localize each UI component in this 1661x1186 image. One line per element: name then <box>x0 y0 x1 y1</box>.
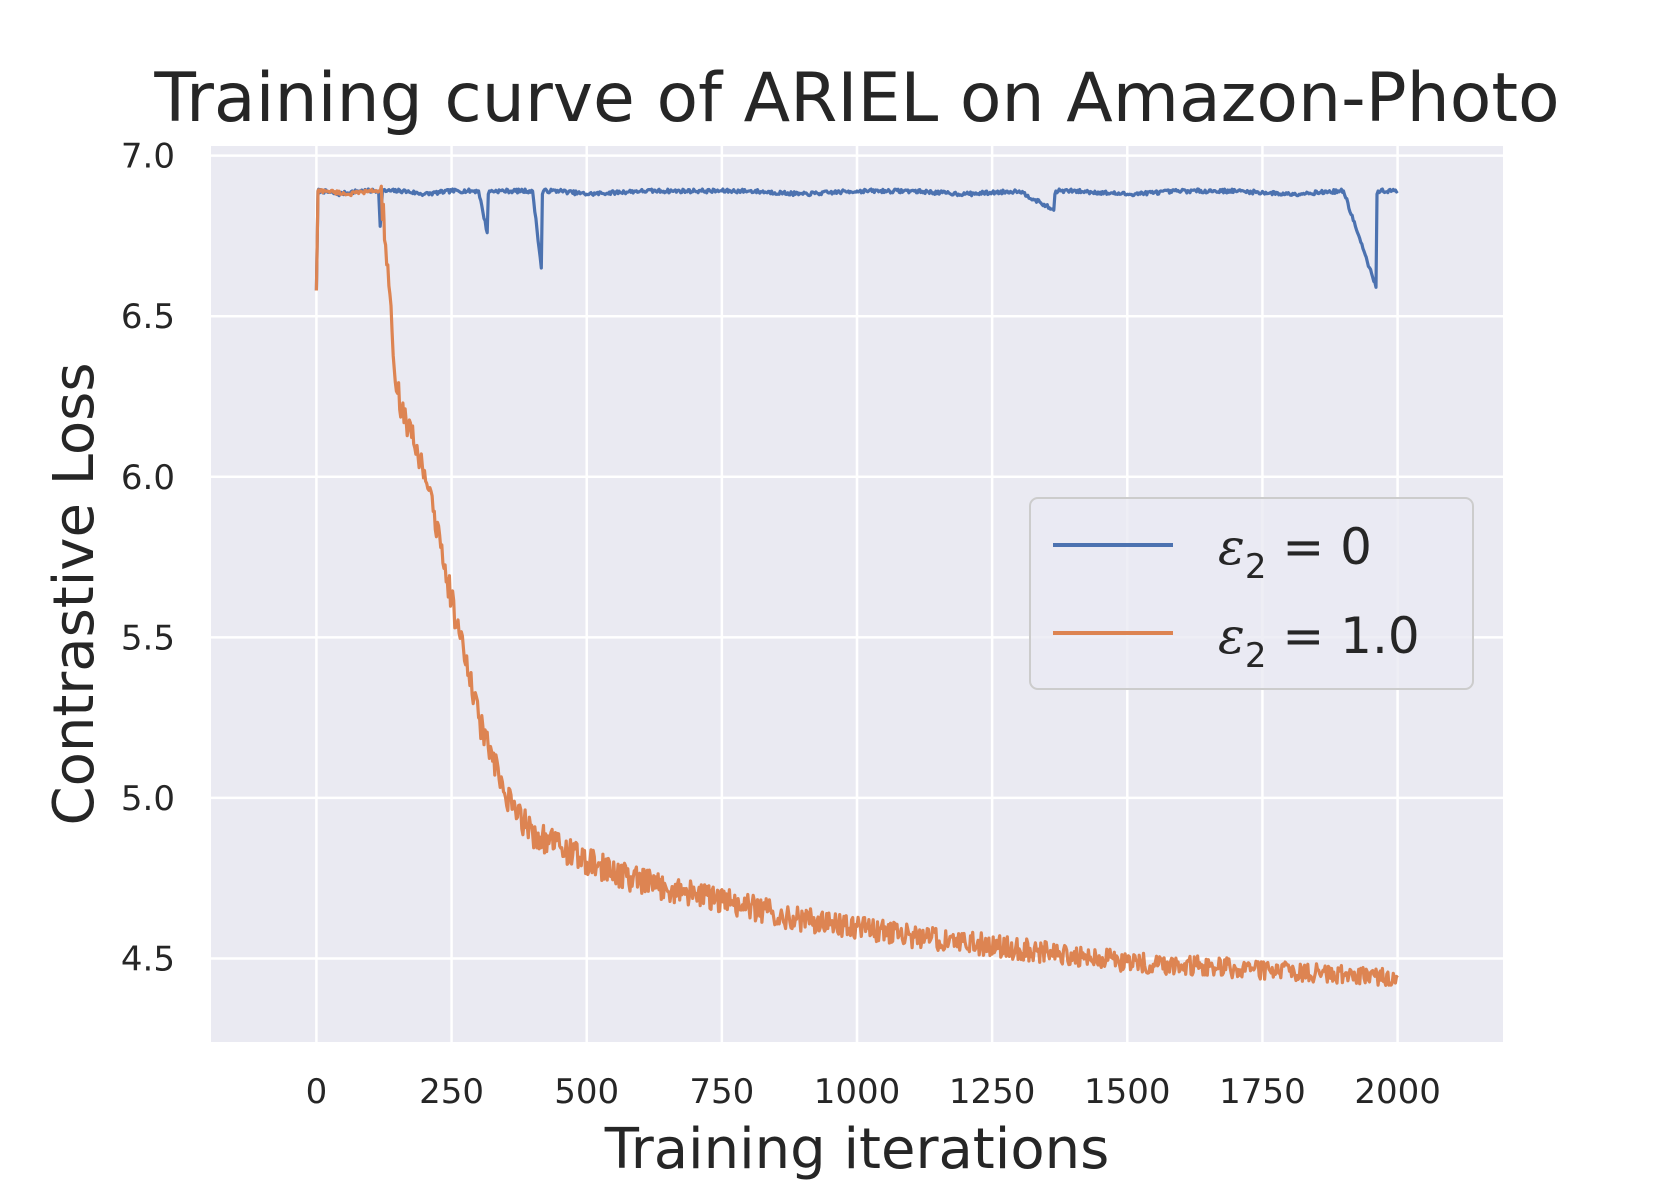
x-tick-label: 0 <box>306 1072 328 1112</box>
legend-label-series-1: ε2 = 1.0 <box>1218 607 1420 676</box>
x-tick-label: 1750 <box>1219 1072 1306 1112</box>
legend-epsilon-0: ε <box>1218 518 1245 576</box>
x-tick-label: 1500 <box>1084 1072 1171 1112</box>
series-line-0 <box>314 187 1399 291</box>
y-tick-label: 7.0 <box>121 137 175 177</box>
legend-subscript-0: 2 <box>1245 547 1267 587</box>
legend-label-series-0: ε2 = 0 <box>1218 518 1372 587</box>
x-axis-label: Training iterations <box>604 1117 1110 1182</box>
y-tick-labels: 4.5 5.0 5.5 6.0 6.5 7.0 <box>121 137 175 980</box>
x-tick-label: 500 <box>554 1072 619 1112</box>
x-tick-labels: 0 250 500 750 1000 1250 1500 1750 2000 <box>306 1072 1441 1112</box>
x-tick-label: 2000 <box>1354 1072 1441 1112</box>
y-axis-label: Contrastive Loss <box>42 362 107 825</box>
series-line-1 <box>314 184 1399 987</box>
legend-value-1: = 1.0 <box>1266 607 1419 665</box>
legend: ε2 = 0 ε2 = 1.0 <box>1029 497 1474 690</box>
y-tick-label: 5.5 <box>121 618 175 658</box>
series-lines <box>314 184 1399 987</box>
x-tick-label: 750 <box>689 1072 754 1112</box>
legend-epsilon-1: ε <box>1218 607 1245 665</box>
y-tick-label: 6.0 <box>121 458 175 498</box>
x-tick-label: 250 <box>419 1072 484 1112</box>
x-tick-label: 1000 <box>814 1072 901 1112</box>
legend-subscript-1: 2 <box>1245 636 1267 676</box>
legend-value-0: = 0 <box>1266 518 1372 576</box>
y-tick-label: 5.0 <box>121 779 175 819</box>
x-tick-label: 1250 <box>949 1072 1036 1112</box>
chart-title: Training curve of ARIEL on Amazon-Photo <box>153 59 1559 138</box>
y-tick-label: 6.5 <box>121 297 175 337</box>
y-tick-label: 4.5 <box>121 940 175 980</box>
